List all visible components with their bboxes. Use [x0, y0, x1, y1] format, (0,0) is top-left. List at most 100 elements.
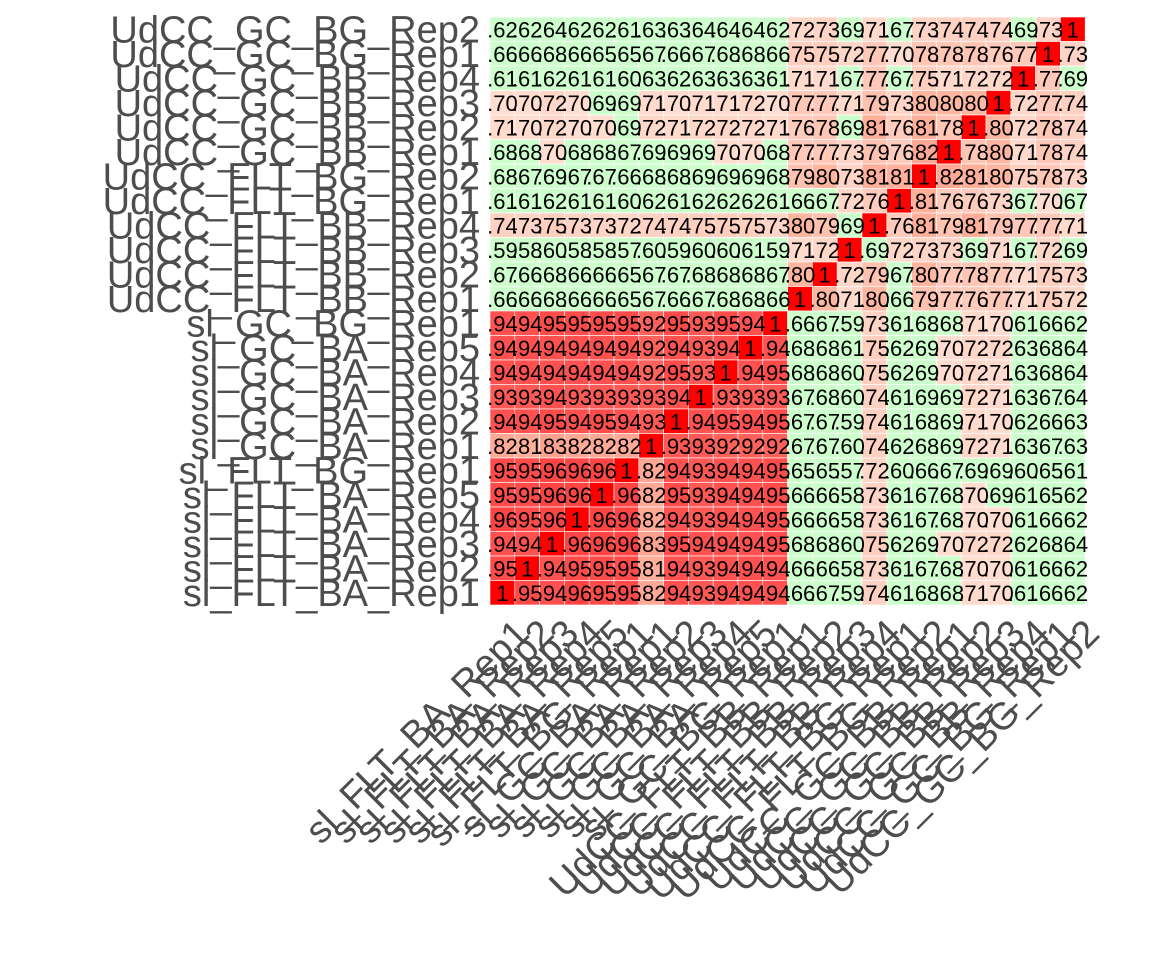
cell-value-label: .73	[884, 91, 915, 116]
heatmap-cell	[762, 16, 788, 42]
cell-value-label: .59	[834, 311, 865, 336]
cell-value-label: .94	[487, 532, 518, 557]
heatmap-cell	[564, 163, 590, 189]
cell-value-label: .68	[661, 164, 692, 189]
heatmap-cell	[663, 506, 689, 532]
cell-value-label: .66	[1033, 311, 1064, 336]
heatmap-cell	[985, 41, 1012, 67]
heatmap-cell	[1060, 114, 1086, 140]
cell-value-label: .72	[958, 360, 989, 385]
cell-value-label: .93	[710, 385, 741, 410]
heatmap-cell	[489, 457, 516, 483]
heatmap-cell	[613, 237, 640, 263]
cell-value-label: .60	[686, 238, 717, 263]
cell-value-label: .72	[1058, 287, 1089, 312]
cell-value-label: .65	[1033, 483, 1064, 508]
cell-value-label: .70	[983, 581, 1014, 606]
heatmap-cell	[613, 531, 640, 557]
cell-value-label: .64	[1058, 385, 1089, 410]
heatmap-cell	[539, 580, 565, 606]
heatmap-cell	[985, 580, 1012, 606]
cell-value-label: .62	[562, 17, 593, 42]
cell-value-label: .58	[586, 238, 617, 263]
cell-value-label: .94	[735, 409, 766, 434]
cell-value-label: .68	[636, 164, 667, 189]
cell-value-label: .69	[958, 238, 989, 263]
cell-value-label: .77	[1033, 213, 1064, 238]
cell-value-label: .61	[760, 189, 791, 214]
cell-value-label: .70	[958, 507, 989, 532]
heatmap-cell	[886, 531, 912, 557]
heatmap-cell	[985, 335, 1012, 361]
heatmap-cell	[911, 65, 937, 91]
cell-value-label: .58	[512, 238, 543, 263]
heatmap-cell	[663, 114, 689, 140]
heatmap-cell	[787, 237, 813, 263]
cell-value-label: .69	[586, 91, 617, 116]
cell-value-label: .64	[686, 17, 717, 42]
cell-value-label: .71	[760, 115, 791, 140]
cell-value-label: .70	[983, 507, 1014, 532]
heatmap-cell	[1010, 114, 1036, 140]
cell-value-label: .68	[785, 360, 816, 385]
cell-value-label: .62	[661, 66, 692, 91]
row-label: UdCC_GC_BG_Rep1	[110, 34, 480, 76]
cell-value-label: .94	[537, 336, 568, 361]
cell-value-label: .62	[1058, 556, 1089, 581]
heatmap-cell	[588, 482, 615, 508]
cell-value-label: .72	[983, 336, 1014, 361]
cell-value-label: .62	[735, 189, 766, 214]
cell-value-label: .66	[785, 507, 816, 532]
cell-value-label: .70	[983, 556, 1014, 581]
heatmap-cell	[663, 286, 689, 312]
heatmap-cell	[960, 580, 987, 606]
heatmap-cell	[787, 90, 813, 116]
cell-value-label: .94	[611, 336, 642, 361]
cell-value-label: .93	[487, 385, 518, 410]
cell-value-label: .68	[537, 287, 568, 312]
heatmap-cell	[960, 237, 987, 263]
cell-value-label: .69	[686, 164, 717, 189]
heatmap-cell	[688, 384, 714, 410]
heatmap-cell	[1010, 310, 1036, 336]
heatmap-cell	[737, 408, 764, 434]
cell-value-label: .94	[760, 581, 791, 606]
cell-value-label: .62	[1058, 581, 1089, 606]
cell-value-label: .68	[686, 262, 717, 287]
heatmap-cell	[737, 457, 764, 483]
heatmap-cell	[787, 457, 813, 483]
cell-value-label: .71	[983, 385, 1014, 410]
cell-value-label: .94	[735, 311, 766, 336]
cell-value-label: .94	[562, 360, 593, 385]
cell-value-label: .63	[636, 66, 667, 91]
cell-value-label: .74	[859, 581, 890, 606]
heatmap-cell	[539, 506, 565, 532]
heatmap-cell	[985, 384, 1012, 410]
heatmap-cell	[663, 433, 689, 459]
row-label: UdCC_FLT_BB_Rep1	[107, 279, 480, 321]
cell-value-label: .95	[661, 532, 692, 557]
cell-value-label: .70	[487, 91, 518, 116]
heatmap-cell	[787, 41, 813, 67]
cell-value-label: .95	[611, 581, 642, 606]
cell-value-label: .96	[586, 458, 617, 483]
cell-value-label: .61	[884, 507, 915, 532]
cell-value-label: .76	[785, 115, 816, 140]
cell-value-label: .65	[785, 458, 816, 483]
cell-value-label: .79	[859, 262, 890, 287]
cell-value-label: .66	[487, 287, 518, 312]
cell-value-label: .70	[760, 91, 791, 116]
cell-value-label: .69	[983, 458, 1014, 483]
heatmap-cell	[985, 16, 1012, 42]
cell-value-label: .69	[710, 164, 741, 189]
heatmap-cell	[638, 482, 664, 508]
heatmap-cell	[812, 433, 838, 459]
heatmap-cell	[489, 163, 516, 189]
cell-value-label: .96	[487, 507, 518, 532]
heatmap-cell	[1060, 580, 1086, 606]
heatmap-cell	[861, 65, 888, 91]
cell-value-label: .96	[537, 458, 568, 483]
heatmap-cell	[737, 506, 764, 532]
cell-value-label: .68	[586, 140, 617, 165]
heatmap-cell	[787, 482, 813, 508]
